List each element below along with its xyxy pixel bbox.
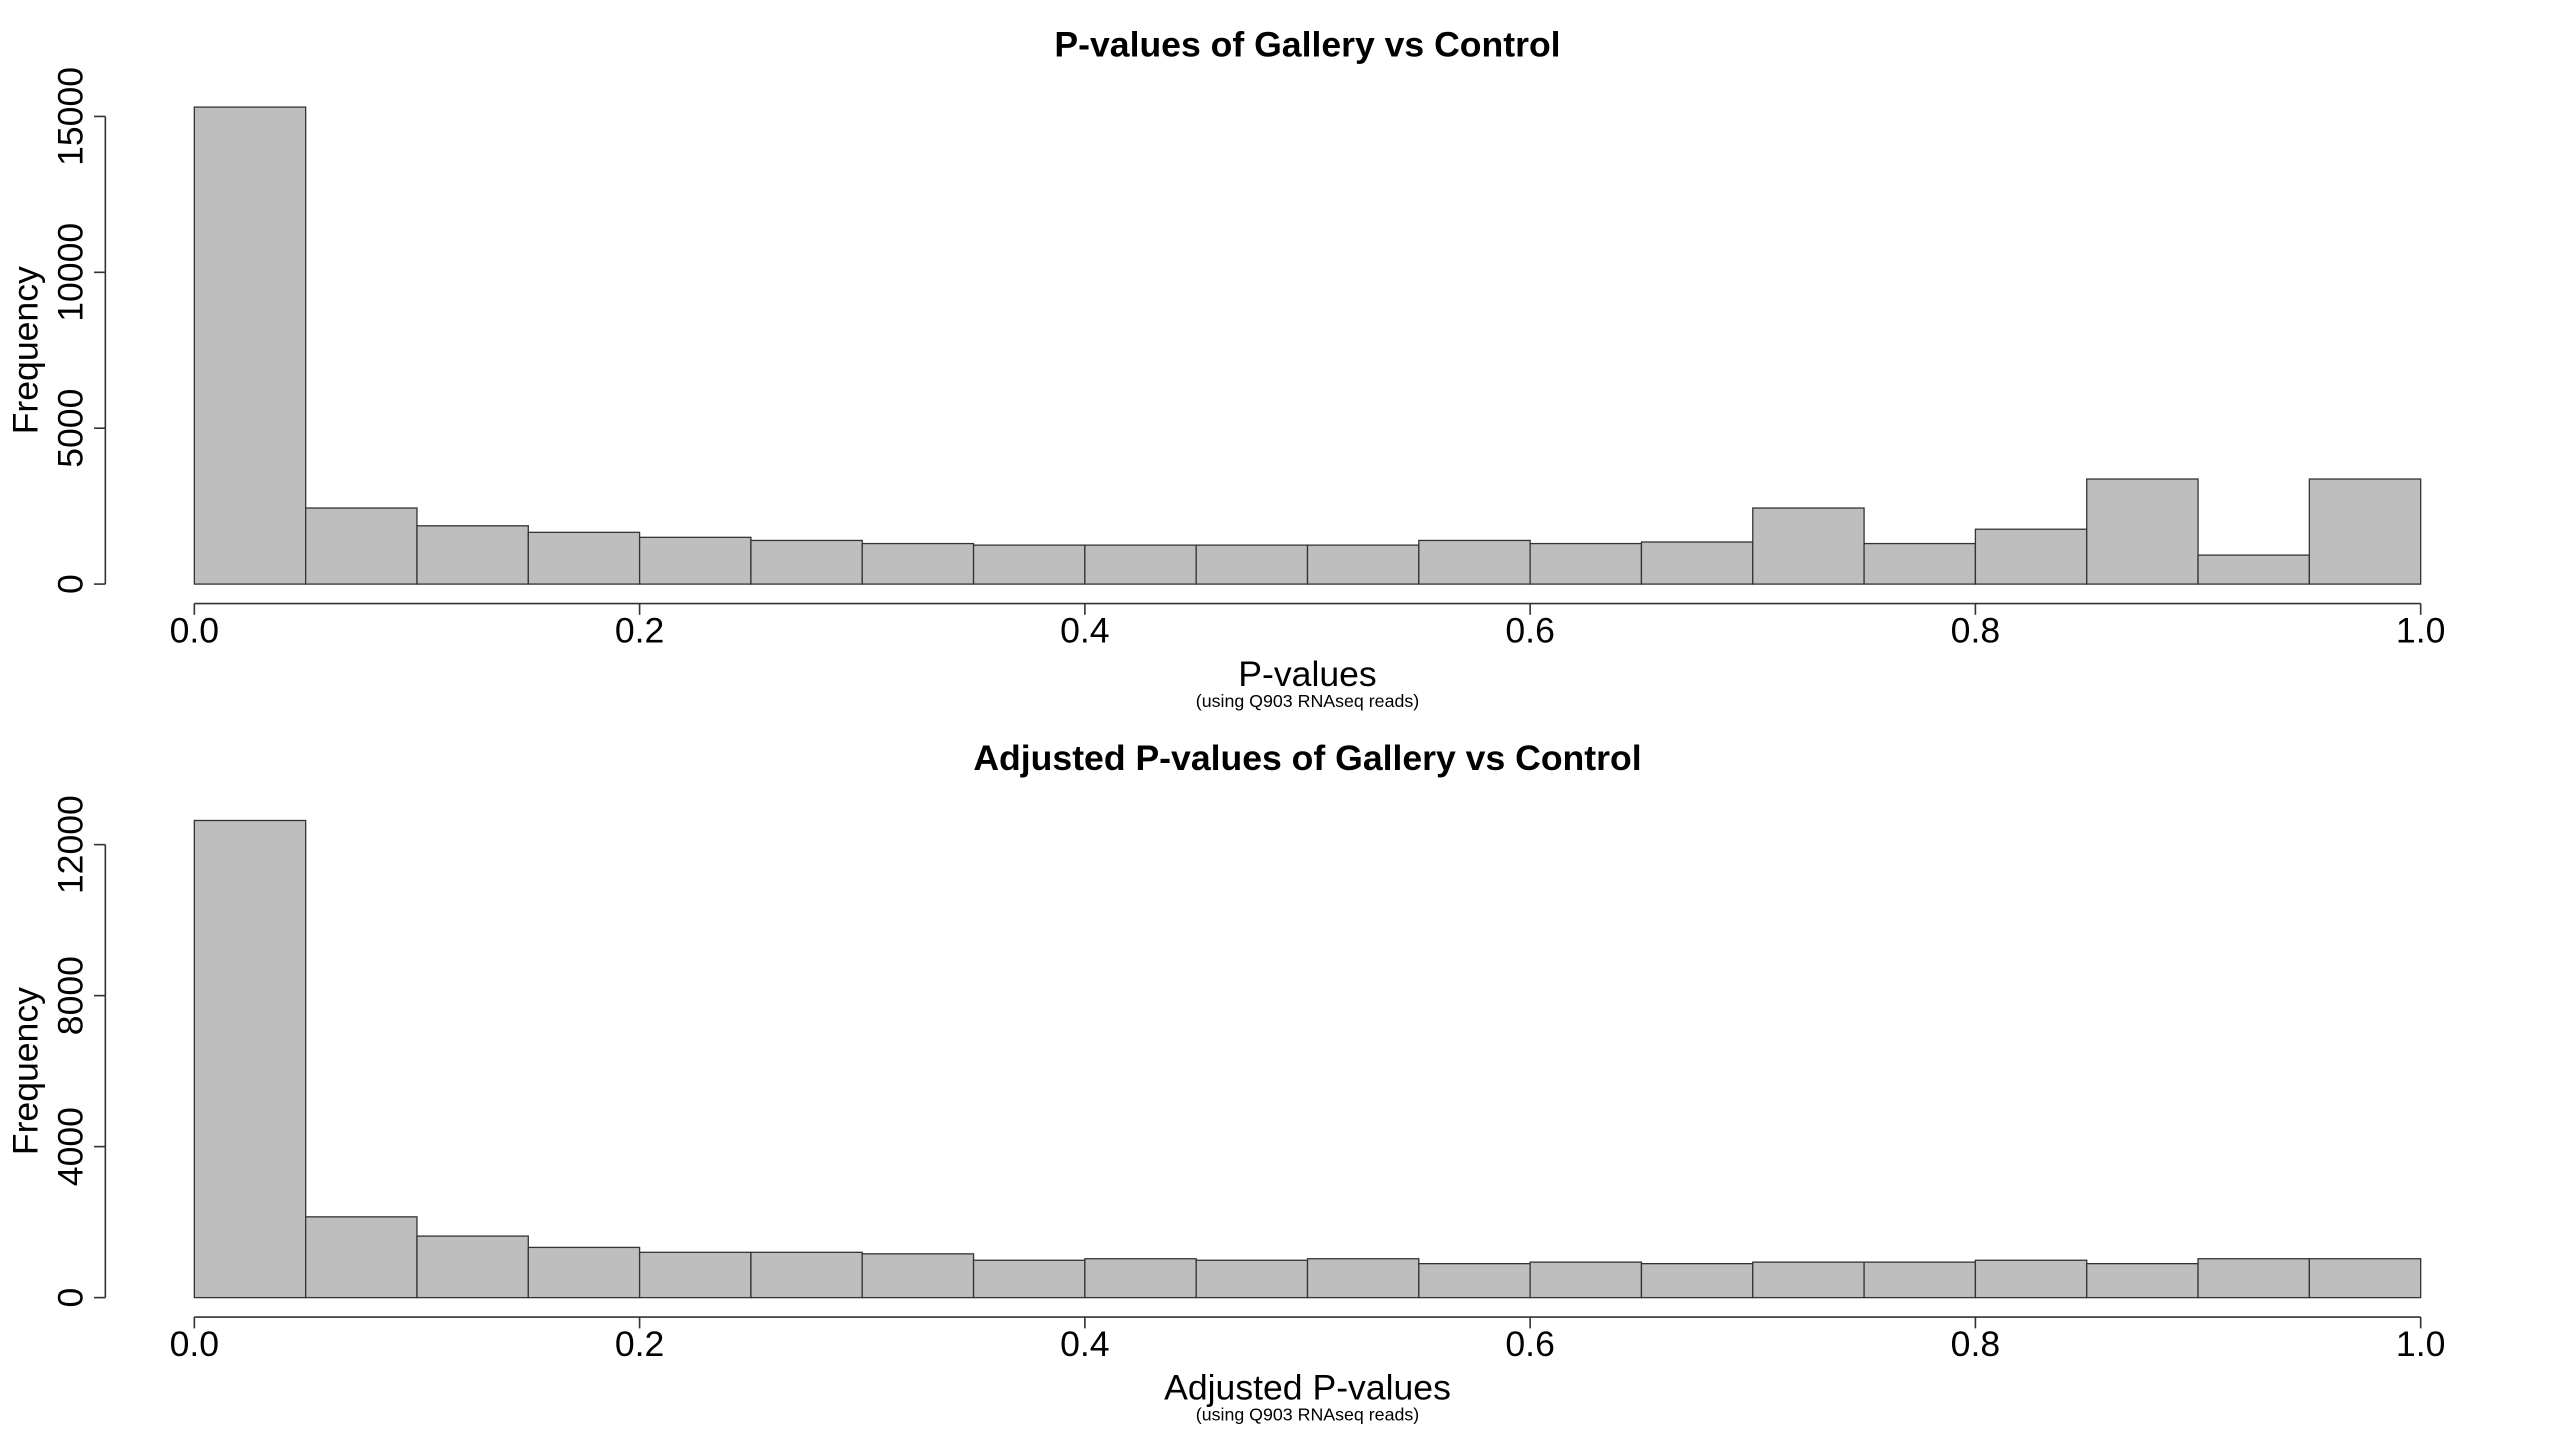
x-tick-label: 0.2	[615, 1324, 664, 1364]
bar	[861, 542, 975, 585]
y-tick-label: 0	[51, 1288, 91, 1308]
bar	[1306, 544, 1420, 585]
y-tick-label: 10000	[51, 223, 91, 322]
bar	[1529, 1261, 1643, 1299]
x-axis-subtitle: (using Q903 RNAseq reads)	[1196, 1405, 1419, 1425]
bar	[861, 1253, 975, 1299]
bar	[1084, 1258, 1197, 1299]
bar	[1974, 528, 2088, 585]
bar	[1640, 1262, 1754, 1299]
y-tick-label: 12000	[51, 795, 91, 894]
x-tick-label: 0.0	[170, 1324, 219, 1364]
x-tick-label: 0.8	[1951, 610, 2000, 650]
x-tick-label: 0.0	[170, 610, 219, 650]
chart-title: Adjusted P-values of Gallery vs Control	[973, 738, 1641, 778]
x-axis-subtitle: (using Q903 RNAseq reads)	[1196, 691, 1419, 711]
bar	[1195, 544, 1309, 585]
bar	[750, 539, 863, 585]
bar	[1418, 1262, 1531, 1299]
bar	[638, 1251, 752, 1299]
x-tick-label: 0.4	[1060, 1324, 1109, 1364]
bar	[527, 1246, 641, 1299]
bar	[972, 1259, 1086, 1299]
bar	[1640, 541, 1754, 585]
bar	[305, 1216, 418, 1299]
y-tick-label: 15000	[51, 67, 91, 166]
bar	[416, 525, 529, 585]
bar	[1752, 507, 1865, 585]
bar	[1974, 1259, 2088, 1299]
x-tick-label: 0.2	[615, 610, 664, 650]
x-tick-label: 0.6	[1505, 610, 1554, 650]
x-tick-label: 0.4	[1060, 610, 1109, 650]
x-tick-label: 1.0	[2396, 610, 2445, 650]
bar	[2308, 478, 2422, 585]
y-axis-label: Frequency	[5, 987, 45, 1155]
bar	[1752, 1261, 1865, 1299]
bar	[1863, 542, 1977, 585]
bar	[638, 536, 752, 585]
y-tick-label: 4000	[51, 1107, 91, 1186]
y-axis-label: Frequency	[5, 266, 45, 434]
bar	[1195, 1259, 1309, 1299]
bar	[1418, 539, 1531, 585]
y-tick-label: 8000	[51, 956, 91, 1035]
bar	[2086, 478, 2199, 585]
x-tick-label: 0.8	[1951, 1324, 2000, 1364]
bar	[1529, 542, 1643, 585]
bar	[2197, 554, 2311, 585]
chart-title: P-values of Gallery vs Control	[1054, 25, 1560, 65]
bar	[2197, 1258, 2311, 1299]
bar	[416, 1235, 529, 1299]
bar	[193, 106, 307, 585]
bar	[1306, 1258, 1420, 1299]
bar	[1084, 544, 1197, 585]
bar	[750, 1251, 863, 1299]
x-tick-label: 1.0	[2396, 1324, 2445, 1364]
x-axis-label: Adjusted P-values	[1164, 1368, 1451, 1408]
bar	[2308, 1258, 2422, 1299]
bar	[1863, 1261, 1977, 1299]
x-tick-label: 0.6	[1505, 1324, 1554, 1364]
bar	[972, 544, 1086, 585]
bar	[527, 531, 641, 585]
y-tick-label: 5000	[51, 389, 91, 468]
x-axis-label: P-values	[1238, 654, 1376, 694]
bar	[2086, 1262, 2199, 1299]
bar	[305, 507, 418, 585]
bar	[193, 819, 307, 1299]
y-tick-label: 0	[51, 574, 91, 594]
